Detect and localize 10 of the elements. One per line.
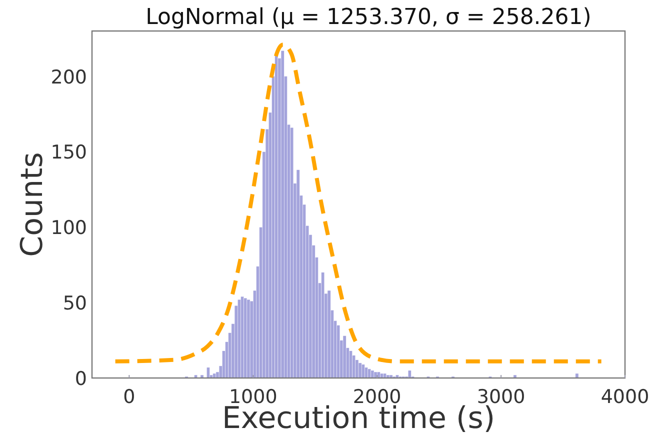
y-axis-title: Counts: [15, 152, 50, 257]
chart-title: LogNormal (μ = 1253.370, σ = 258.261): [146, 5, 592, 30]
y-tick-label: 100: [50, 217, 87, 240]
x-tick-label: 4000: [600, 386, 650, 408]
x-tick-label: 0: [123, 386, 136, 408]
line-series: [113, 42, 604, 364]
y-tick-label: 50: [62, 292, 87, 315]
y-tick-label: 150: [50, 142, 87, 164]
y-tick-label: 0: [74, 368, 87, 390]
y-tick-label: 200: [50, 66, 87, 88]
